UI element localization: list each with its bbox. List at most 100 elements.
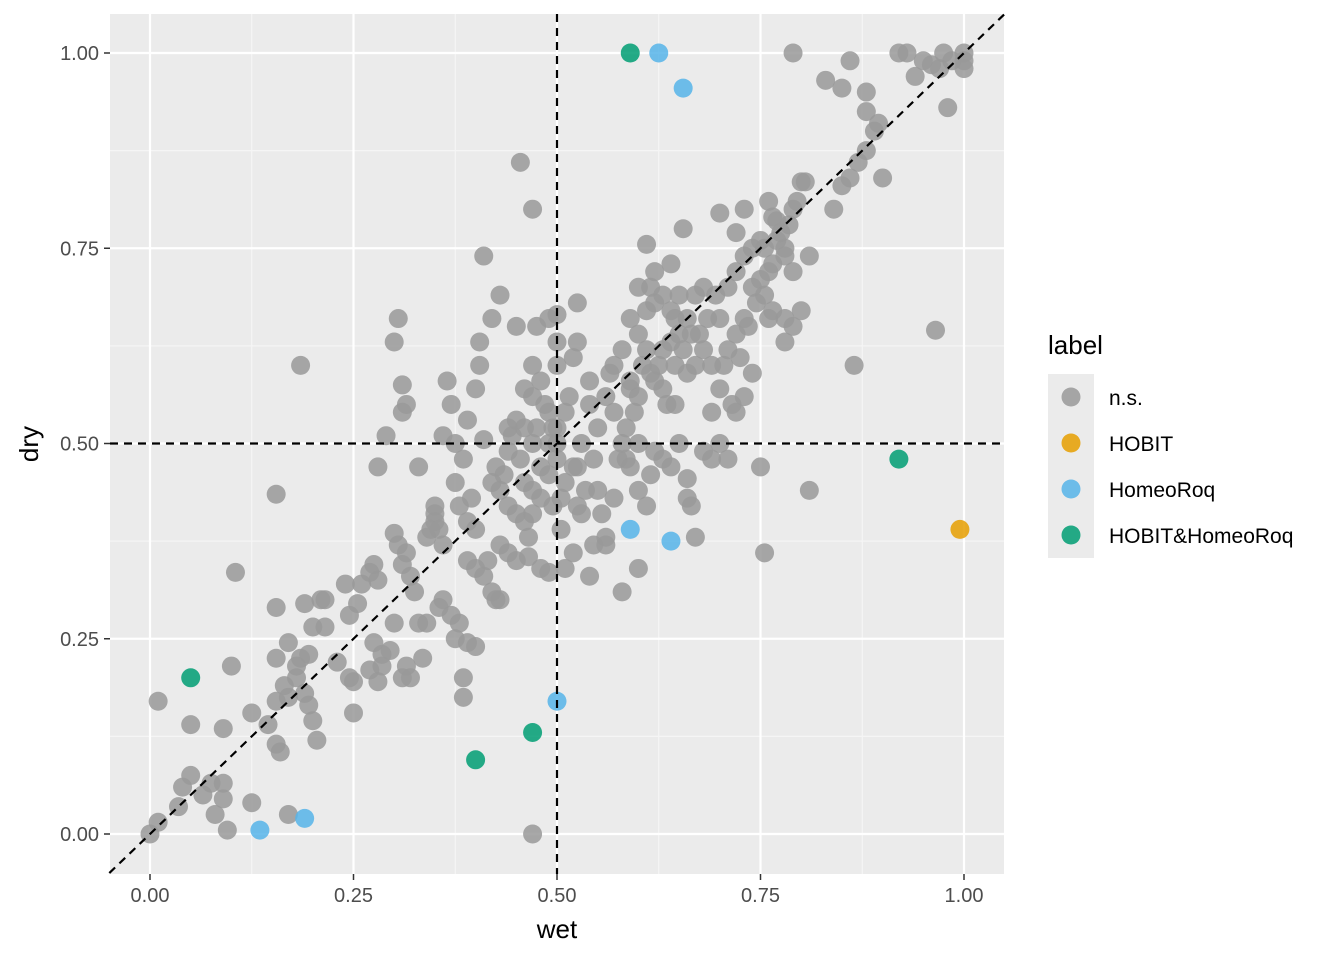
data-point-n-s--231 <box>653 285 673 305</box>
data-point-n-s--310 <box>616 449 636 469</box>
data-point-n-s--115 <box>470 355 490 375</box>
data-point-n-s--309 <box>628 558 648 578</box>
data-point-n-s--327 <box>873 168 893 188</box>
legend-swatch-2 <box>1061 479 1081 499</box>
data-point-n-s--14 <box>181 715 201 735</box>
data-point-n-s--70 <box>364 633 384 653</box>
data-point-n-s--225 <box>620 309 640 329</box>
data-point-n-s--90 <box>441 394 461 414</box>
data-point-n-s--7 <box>205 804 225 824</box>
y-tick-label-1: 0.25 <box>60 629 99 651</box>
data-point-n-s--47 <box>335 574 355 594</box>
data-point-n-s--44 <box>315 590 335 610</box>
data-point-n-s--249 <box>661 457 681 477</box>
data-point-n-s--279 <box>783 316 803 336</box>
data-point-n-s--318 <box>799 480 819 500</box>
data-point-n-s--60 <box>396 543 416 563</box>
data-point-n-s--252 <box>677 469 697 489</box>
data-point-n-s--56 <box>380 640 400 660</box>
data-point-n-s--234 <box>669 285 689 305</box>
data-point-n-s--141 <box>539 465 559 485</box>
data-point-n-s--21 <box>270 742 290 762</box>
data-point-n-s--45 <box>266 484 286 504</box>
data-point-n-s--98 <box>466 519 486 539</box>
data-point-n-s--308 <box>612 582 632 602</box>
data-point-n-s--118 <box>474 246 494 266</box>
data-point-n-s--346 <box>954 59 974 79</box>
data-point-n-s--328 <box>869 113 889 133</box>
data-point-n-s--130 <box>510 449 530 469</box>
y-tick-label-4: 1.00 <box>60 43 99 65</box>
data-point-n-s--161 <box>523 387 543 407</box>
data-point-n-s--242 <box>661 254 681 274</box>
data-point-n-s--275 <box>755 285 775 305</box>
data-point-n-s--283 <box>718 277 738 297</box>
data-point-n-s--92 <box>445 473 465 493</box>
data-point-n-s--266 <box>714 355 734 375</box>
data-point-n-s--149 <box>539 562 559 582</box>
data-point-n-s--319 <box>844 355 864 375</box>
data-point-n-s--186 <box>580 394 600 414</box>
data-point-n-s--116 <box>470 332 490 352</box>
y-tick-label-2: 0.50 <box>60 434 99 456</box>
data-point-n-s--24 <box>278 687 298 707</box>
data-point-n-s--255 <box>685 527 705 547</box>
data-point-n-s--124 <box>494 465 514 485</box>
data-point-n-s--13 <box>148 691 168 711</box>
x-tick-label-1: 0.25 <box>334 885 373 907</box>
legend-swatch-0 <box>1061 387 1081 407</box>
data-point-homeoroq-4 <box>649 43 669 63</box>
data-point-n-s--230 <box>645 262 665 282</box>
data-point-n-s--269 <box>730 348 750 368</box>
data-point-n-s--336 <box>897 43 917 63</box>
data-point-n-s--265 <box>710 379 730 399</box>
data-point-n-s--151 <box>523 504 543 524</box>
data-point-n-s--184 <box>571 434 591 453</box>
data-point-n-s--153 <box>498 418 518 438</box>
data-point-n-s--314 <box>571 504 591 524</box>
data-point-n-s--8 <box>213 789 233 809</box>
data-point-n-s--259 <box>718 449 738 469</box>
data-point-n-s--211 <box>653 379 673 399</box>
data-point-n-s--29 <box>303 711 323 731</box>
data-point-n-s--198 <box>612 434 632 453</box>
data-point-n-s--9 <box>213 773 233 793</box>
data-point-n-s--188 <box>584 449 604 469</box>
data-point-n-s--4 <box>181 765 201 785</box>
data-point-n-s--110 <box>478 551 498 571</box>
data-point-n-s--64 <box>417 613 437 633</box>
data-point-n-s--221 <box>689 324 709 344</box>
data-point-n-s--240 <box>637 234 657 254</box>
data-point-n-s--307 <box>783 262 803 282</box>
x-axis-title: wet <box>536 914 578 944</box>
data-point-n-s--43 <box>295 594 315 614</box>
data-point-n-s--101 <box>433 590 453 610</box>
data-point-n-s--108 <box>466 637 486 657</box>
data-point-n-s--169 <box>551 519 571 539</box>
data-point-n-s--62 <box>405 582 425 602</box>
data-point-n-s--159 <box>506 316 526 336</box>
legend-swatch-3 <box>1061 525 1081 545</box>
data-point-n-s--321 <box>824 199 844 219</box>
data-point-n-s--113 <box>457 410 477 430</box>
data-point-n-s--323 <box>840 168 860 188</box>
y-tick-label-0: 0.00 <box>60 824 99 846</box>
data-point-n-s--34 <box>299 644 319 664</box>
data-point-n-s--109 <box>474 566 494 586</box>
y-tick-label-3: 0.75 <box>60 238 99 260</box>
y-axis-title: dry <box>14 426 44 462</box>
data-point-n-s--298 <box>795 172 815 192</box>
data-point-n-s--11 <box>242 793 262 813</box>
data-point-n-s--203 <box>624 402 644 422</box>
data-points <box>140 43 974 844</box>
data-point-n-s--171 <box>555 402 575 422</box>
identity-diagonal-line <box>108 13 1006 874</box>
data-point-hobit-homeoroq-0 <box>181 668 201 688</box>
data-point-homeoroq-5 <box>673 78 693 98</box>
data-point-n-s--37 <box>315 617 335 637</box>
data-point-n-s--205 <box>628 434 648 453</box>
data-point-n-s--217 <box>673 340 693 360</box>
data-point-n-s--41 <box>344 703 363 723</box>
data-point-n-s--332 <box>816 70 836 90</box>
data-point-n-s--155 <box>523 199 543 219</box>
